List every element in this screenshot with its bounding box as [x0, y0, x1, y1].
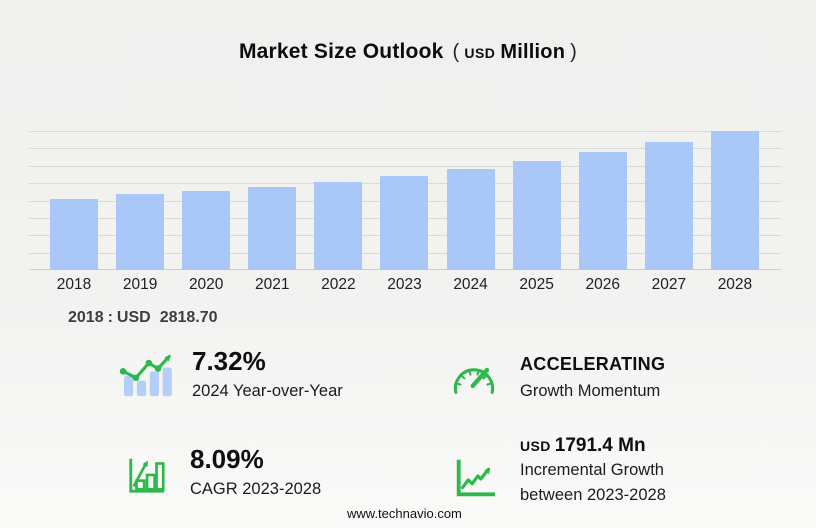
- bar-2023: [380, 175, 429, 270]
- gridline: [29, 148, 781, 150]
- gridline: [29, 131, 781, 132]
- title-unit-word: Million: [500, 41, 566, 63]
- annotation-value: 2818.70: [159, 309, 218, 326]
- bar-2020: [182, 191, 231, 270]
- bar-2027: [644, 141, 693, 270]
- stat-cagr: 8.09% CAGR 2023-2028: [120, 444, 321, 501]
- title-currency: USD: [464, 45, 496, 61]
- line-chart-arrow-icon: [456, 459, 496, 497]
- x-tick-label-2025: 2025: [519, 276, 554, 293]
- stat-value: 7.32%: [192, 346, 266, 376]
- stat-incremental-growth: USD 1791.4 Mn Incremental Growth between …: [448, 434, 666, 507]
- stat-value: 8.09%: [190, 444, 264, 474]
- x-axis-labels: 2018 2019 2020 2021 2022 2023 2024 2025 2026 2027…: [29, 276, 781, 294]
- bar-2024: [446, 168, 495, 270]
- x-tick-label-2028: 2028: [717, 276, 753, 293]
- stat-value: USD 1791.4 Mn: [520, 434, 666, 458]
- bar-2025: [512, 160, 561, 270]
- x-tick-label-2027: 2027: [651, 276, 687, 293]
- stat-label-line1: Incremental Growth: [520, 461, 664, 479]
- stat-label: Growth Momentum: [520, 382, 661, 400]
- bar-2019: [116, 194, 165, 270]
- stat-value: ACCELERATING: [520, 354, 666, 374]
- website-link[interactable]: www.technavio.com: [347, 506, 462, 521]
- title-paren-close: ): [570, 41, 578, 63]
- chart-plot-area: [29, 131, 781, 270]
- stat-label: 2024 Year-over-Year: [192, 382, 343, 400]
- bars: [29, 131, 781, 270]
- title-unit: (USD Million): [452, 41, 577, 64]
- annotation-currency: USD: [116, 309, 151, 326]
- x-tick-label-2019: 2019: [122, 276, 158, 293]
- bar-2028: [710, 131, 759, 270]
- x-tick-label-2022: 2022: [321, 276, 356, 293]
- x-tick-label-2023: 2023: [387, 276, 422, 293]
- gauge-icon: [453, 367, 495, 394]
- stat-label-line2: between 2023-2028: [520, 485, 666, 504]
- bar-2021: [248, 186, 297, 270]
- stat-currency: USD: [520, 438, 551, 454]
- base-year-annotation: 2018: USD 2818.70: [68, 309, 222, 327]
- title-paren-open: (: [452, 41, 460, 63]
- bar-chart-arrow-icon: [129, 458, 165, 493]
- stat-yoy-growth: 7.32% 2024 Year-over-Year: [118, 346, 343, 403]
- gridline: [29, 165, 781, 167]
- bar-2022: [314, 181, 363, 270]
- title-text: Market Size Outlook: [238, 40, 444, 63]
- x-tick-label-2024: 2024: [453, 276, 488, 293]
- bar-trend-arrow-icon: [119, 354, 172, 397]
- stat-growth-momentum: ACCELERATING Growth Momentum: [448, 352, 665, 403]
- x-tick-label-2021: 2021: [255, 276, 290, 293]
- annotation-separator: :: [107, 309, 113, 326]
- stat-amount: 1791.4 Mn: [554, 435, 646, 456]
- page-title: Market Size Outlook (USD Million): [0, 40, 816, 64]
- x-tick-label-2018: 2018: [56, 276, 92, 293]
- bar-2026: [578, 151, 627, 270]
- x-tick-label-2026: 2026: [585, 276, 620, 293]
- x-tick-label-2020: 2020: [188, 276, 224, 293]
- bar-2018: [50, 199, 98, 270]
- annotation-year: 2018: [68, 309, 104, 326]
- stat-label: CAGR 2023-2028: [190, 480, 322, 498]
